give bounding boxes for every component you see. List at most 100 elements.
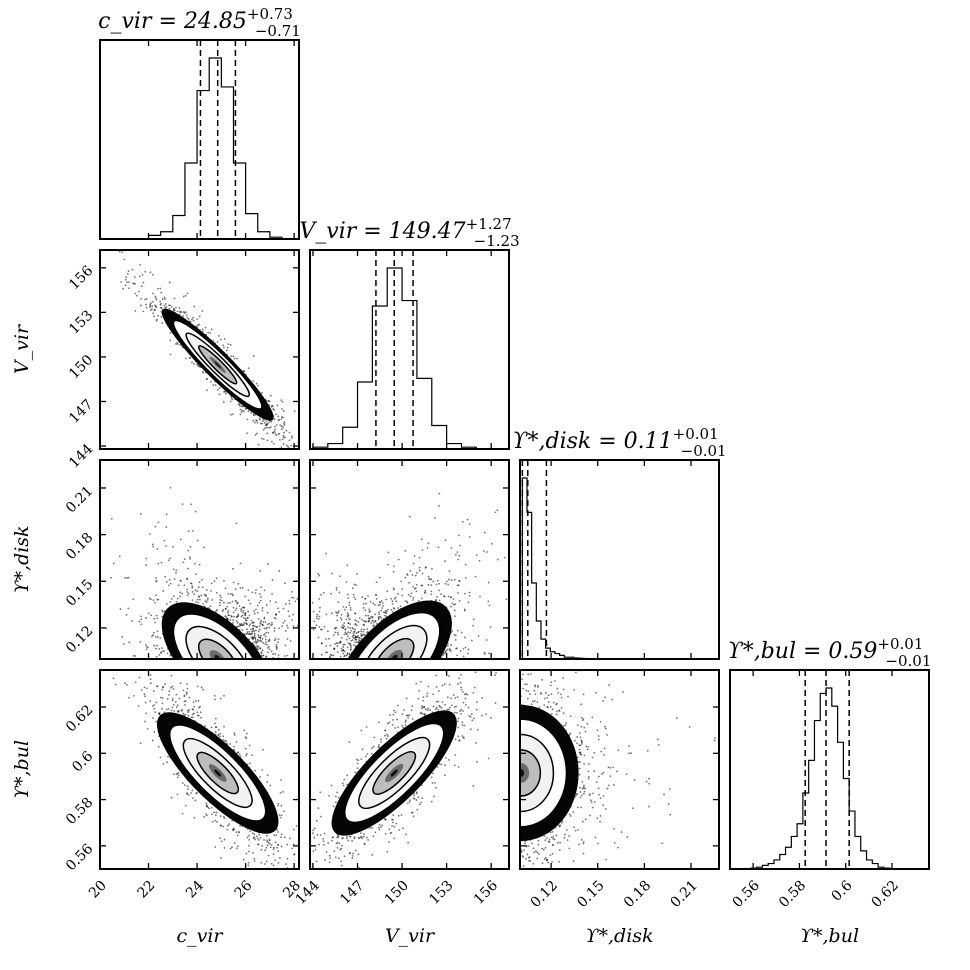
scatter-point [156,630,159,633]
scatter-point [380,599,383,602]
scatter-point [363,624,366,626]
scatter-point [265,846,268,849]
scatter-point [189,557,191,560]
scatter-point [226,346,229,349]
scatter-point [342,648,345,651]
scatter-point [240,608,243,610]
scatter-point [242,410,245,413]
scatter-point [154,525,157,528]
scatter-point [160,291,163,294]
scatter-point [164,303,167,305]
scatter-point [409,570,412,572]
scatter-point [250,411,253,414]
scatter-point [238,625,240,628]
scatter-point [155,579,158,582]
scatter-point [209,605,212,608]
scatter-point [287,610,290,612]
scatter-point [315,624,318,627]
scatter-point [331,572,333,575]
scatter-point [244,407,247,410]
scatter-point [239,755,242,758]
scatter-point [165,526,168,528]
scatter-point [230,615,233,618]
scatter-point [260,640,263,643]
scatter-point [339,575,341,578]
scatter-point [265,631,268,634]
scatter-point [259,647,262,650]
scatter-point [252,621,255,624]
scatter-point [286,624,289,627]
scatter-point [267,631,270,634]
scatter-point [246,628,248,631]
scatter-point [397,558,400,561]
scatter-point [305,640,307,642]
scatter-point [284,644,287,647]
scatter-point [240,610,242,612]
scatter-point [205,589,208,591]
scatter-point [262,438,265,441]
scatter-point [275,645,278,648]
scatter-point [355,624,358,627]
scatter-point [354,635,357,638]
scatter-point [277,654,280,656]
scatter-point [445,580,448,583]
scatter-point [163,539,166,542]
scatter-point [443,595,446,598]
scatter-point [386,608,389,611]
scatter-point [417,600,420,602]
scatter-point [294,600,297,603]
scatter-point [153,644,156,647]
scatter-point [351,639,354,641]
scatter-point [209,332,212,334]
scatter-point [340,613,343,616]
scatter-point [375,598,378,600]
scatter-point [187,592,190,595]
scatter-point [273,639,276,642]
scatter-point [312,628,315,631]
panel-frame-c_vir-V_vir [99,249,300,450]
scatter-point [283,619,286,622]
scatter-point [281,400,284,403]
scatter-point [165,545,167,547]
scatter-point [444,651,447,654]
scatter-point [214,384,217,387]
scatter-point [222,601,225,604]
scatter-point [317,618,320,620]
scatter-point [280,425,283,427]
scatter-point [201,310,204,312]
scatter-point [418,556,421,559]
scatter-point [168,578,171,581]
scatter-point [483,653,486,655]
scatter-point [325,552,328,555]
scatter-point [239,413,242,416]
scatter-point [246,418,249,421]
scatter-point [253,612,256,615]
scatter-point [348,643,351,646]
scatter-point [252,414,255,417]
scatter-point [361,618,363,621]
scatter-point [152,312,155,315]
scatter-point [451,630,454,633]
scatter-point [291,847,294,850]
scatter-point [277,415,280,418]
scatter-point [372,624,375,627]
scatter-point [271,404,273,407]
scatter-point [496,509,499,512]
scatter-point [159,696,162,699]
scatter-point [191,585,194,588]
scatter-point [257,634,260,637]
scatter-point [271,579,274,582]
scatter-point [284,603,287,606]
density-panel-c_vir-Upsilon_disk [105,460,299,659]
scatter-point [229,593,232,595]
scatter-point [175,600,178,603]
scatter-point [374,603,376,606]
scatter-point [167,559,170,562]
scatter-point [345,606,348,609]
scatter-point [251,630,254,633]
scatter-point [148,532,151,535]
scatter-point [444,582,447,585]
scatter-point [254,625,257,628]
scatter-point [185,693,188,696]
scatter-point [418,566,421,569]
